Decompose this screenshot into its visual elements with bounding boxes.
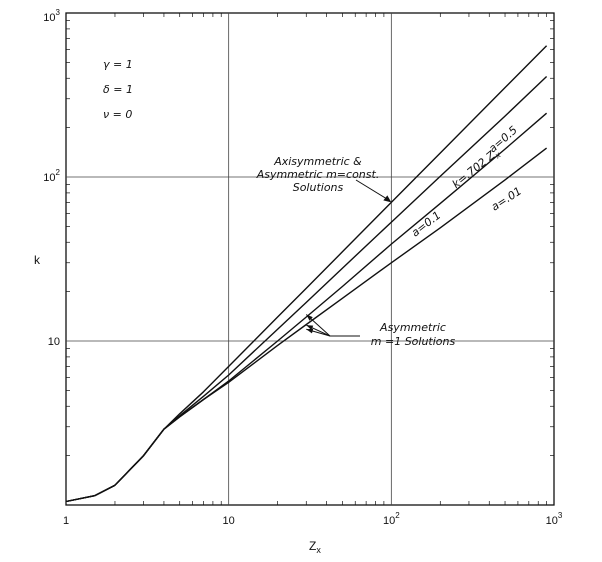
- y-tick-label: 103: [43, 8, 60, 24]
- x-tick-label: 10: [223, 515, 235, 527]
- y-tick-base: 10: [43, 12, 55, 24]
- series-lines: [65, 45, 548, 503]
- x-tick-base: 10: [383, 515, 395, 527]
- series-line-1: [65, 45, 548, 503]
- annotation-arrow: [355, 179, 390, 201]
- curve-label-text: a=.01: [489, 184, 524, 213]
- x-tick-exp: 3: [558, 511, 563, 520]
- x-tick-base: 10: [223, 515, 235, 527]
- curve-label-sub: x: [493, 150, 503, 161]
- y-tick-label: 10: [48, 336, 60, 348]
- annotation-text: Solutions: [293, 181, 344, 194]
- parameter: ν = 0: [103, 108, 132, 121]
- curve-label-text: k=.702 Z: [450, 148, 498, 191]
- curve-label-text: a=0.1: [409, 209, 443, 240]
- y-tick-label: 102: [43, 168, 60, 184]
- grid-lines: [66, 13, 554, 505]
- y-tick-base: 10: [48, 336, 60, 348]
- annotation-text: Asymmetric: [379, 321, 446, 334]
- x-tick-exp: 2: [395, 511, 400, 520]
- x-tick-label: 102: [383, 511, 400, 527]
- x-axis-title-sub: x: [316, 545, 321, 555]
- y-tick-exp: 2: [56, 168, 61, 177]
- annotation-text: Axisymmetric &: [273, 155, 362, 168]
- x-tick-base: 10: [546, 515, 558, 527]
- curve-label: a=0.1: [409, 209, 443, 240]
- arrowhead: [306, 325, 314, 331]
- x-axis-title-main: Z: [309, 539, 316, 553]
- annotation-text: Asymmetric m=const.: [256, 168, 380, 181]
- y-tick-base: 10: [43, 172, 55, 184]
- annotation-text: m =1 Solutions: [371, 335, 456, 348]
- arrowhead: [306, 328, 314, 334]
- parameter: δ = 1: [103, 83, 133, 96]
- y-axis-title: k: [34, 253, 41, 267]
- arrowhead: [383, 195, 392, 203]
- parameter: γ = 1: [103, 58, 133, 71]
- x-tick-label: 103: [546, 511, 563, 527]
- y-tick-exp: 3: [56, 8, 61, 17]
- x-axis-title: Zx: [309, 539, 321, 555]
- series-line-4: [65, 147, 548, 503]
- plot-frame: [65, 12, 555, 506]
- curve-label: a=.01: [489, 184, 524, 213]
- curve-labels: k=.702 Zxa=0.5a=0.1a=.01: [409, 124, 524, 240]
- x-tick-base: 1: [63, 515, 69, 527]
- parameter-list: γ = 1 δ = 1 ν = 0: [103, 58, 133, 121]
- x-tick-label: 1: [63, 515, 69, 527]
- arrowhead: [306, 314, 313, 321]
- annotations: Axisymmetric &Asymmetric m=const.Solutio…: [256, 155, 456, 348]
